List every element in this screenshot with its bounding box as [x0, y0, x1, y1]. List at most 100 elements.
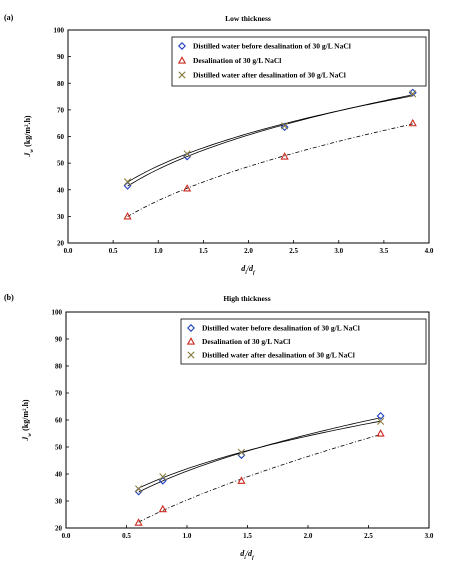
panel-a-series-0-fit-line [127, 94, 413, 187]
panel-a-series-2-marker-2 [281, 122, 289, 130]
panel-b-x-label-sub-i: i [244, 555, 246, 561]
panel-a-y-tick-label-2: 40 [57, 186, 65, 194]
panel-a-y-ticks: 20 30 40 50 60 70 80 90 100 [54, 27, 71, 248]
panel-a-y-tick-label-6: 80 [57, 80, 65, 88]
panel-b-series-1-marker-2 [237, 476, 246, 484]
panel-a-y-label-units: (kg/m².h) [23, 115, 32, 149]
panel-a-series-1-marker-1 [182, 184, 192, 192]
panel-a-x-tick-label-0: 0.0 [64, 247, 73, 255]
panel-a-y-label-j: J [23, 152, 32, 158]
panel-b-y-tick-label-4: 60 [55, 417, 63, 425]
panel-b-x-tick-label-5: 2.5 [364, 532, 373, 540]
panel-b-title: High thickness [223, 294, 270, 303]
panel-b-series-2-marker-3 [377, 417, 385, 425]
panel-b-legend-1-marker-0 [186, 337, 196, 345]
panel-a-y-tick-label-0: 20 [57, 240, 65, 248]
panel-a-legend-2-marker-0 [178, 71, 186, 79]
panel-b-y-axis-label: Jw (kg/m².h) [21, 399, 33, 442]
panel-b-y-label-sub-w: w [27, 433, 33, 437]
panel-b-legend-label-0: Distilled water before desalination of 3… [202, 324, 360, 333]
panel-b-x-tick-label-4: 2.0 [304, 532, 313, 540]
panel-a-series-0-marker-2 [280, 123, 289, 132]
panel-a-legend: Distilled water before desalination of 3… [171, 36, 427, 87]
panel-a: (a) Low thickness 0.0 0.5 1.0 1.5 2.0 2.5 3.0 3… [4, 13, 434, 276]
panel-b-x-tick-label-2: 1.0 [183, 532, 192, 540]
panel-a-legend-1-marker-0 [177, 56, 187, 64]
panel-a-y-tick-label-5: 70 [57, 106, 65, 114]
panel-b-series-1-marker-0 [134, 518, 143, 526]
panel-b-x-label-di: d [240, 549, 245, 558]
panel-b-y-tick-label-0: 20 [55, 525, 63, 533]
panel-b-series-1-marker-3 [376, 429, 385, 437]
panel-b-series-0-marker-3 [376, 411, 385, 420]
panel-a-y-axis-label: Jw (kg/m².h) [23, 115, 35, 158]
panel-b-series-0-fit-line [138, 417, 381, 493]
panel-b-label: (b) [4, 293, 14, 302]
panel-a-series-1-marker-2 [280, 152, 289, 160]
panel-a-series-2-marker-3 [409, 90, 417, 98]
panel-b-legend-2-marker-0 [187, 351, 195, 359]
panel-b-y-label-units: (kg/m².h) [21, 399, 30, 433]
panel-b-series-2-marker-2 [237, 448, 246, 456]
panel-b-x-axis-label: di/df [240, 549, 255, 561]
panel-b-y-tick-label-6: 80 [55, 363, 63, 371]
panel-a-x-tick-label-1: 0.5 [109, 247, 118, 255]
panel-a-markers [123, 88, 417, 220]
panel-a-series-1-marker-3 [408, 118, 417, 127]
panel-b-markers [134, 411, 385, 526]
panel-b-y-tick-label-8: 100 [52, 309, 63, 317]
panel-a-x-tick-label-4: 2.0 [244, 247, 253, 255]
panel-a-x-axis-label: di/df [241, 264, 256, 276]
panel-b-x-tick-label-0: 0.0 [62, 532, 71, 540]
panel-a-series-1-fit-line [127, 123, 413, 217]
panel-b-y-label-j: J [21, 436, 30, 442]
panel-a-series-0-marker-3 [408, 88, 417, 97]
panel-a-x-label-sub-f: f [253, 270, 256, 276]
panel-b-legend-label-2: Distilled water after desalination of 30… [202, 351, 355, 360]
panel-a-legend-label-1: Desalination of 30 g/L NaCl [193, 56, 281, 65]
panel-a-series-2-marker-0 [123, 178, 132, 186]
panel-b-y-ticks: 20 30 40 50 60 70 80 90 100 [52, 309, 69, 533]
panel-b-x-label-slash: /d [245, 549, 253, 558]
panel-a-x-ticks: 0.0 0.5 1.0 1.5 2.0 2.5 3.0 3.5 4.0 [64, 240, 434, 255]
panel-b-legend-box [180, 318, 427, 365]
panel-b-series-2-fit-line [138, 420, 381, 489]
panel-b-fit-curves [138, 417, 381, 523]
panel-a-legend-0-marker-0 [178, 42, 186, 50]
panel-b-y-tick-label-7: 90 [55, 336, 63, 344]
panel-b-x-ticks: 0.0 0.5 1.0 1.5 2.0 2.5 3.0 [62, 525, 434, 540]
panel-a-x-label-sub-i: i [245, 270, 247, 276]
panel-a-label: (a) [4, 13, 14, 22]
panel-a-x-label-di: d [241, 264, 246, 273]
panel-b-series-1-marker-1 [158, 504, 167, 513]
panel-a-x-tick-label-2: 1.0 [154, 247, 163, 255]
panel-b-x-tick-label-3: 1.5 [243, 532, 252, 540]
panel-a-series-1-marker-0 [123, 212, 132, 220]
panel-a-x-tick-label-7: 3.5 [380, 247, 389, 255]
panel-a-legend-label-2: Distilled water after desalination of 30… [193, 71, 346, 80]
panel-a-series-2-fit-line [127, 95, 413, 183]
panel-a-y-tick-label-7: 90 [57, 53, 65, 61]
panel-a-y-tick-label-4: 60 [57, 133, 65, 141]
panel-a-fit-curves [127, 94, 413, 217]
panel-a-x-tick-label-6: 3.0 [334, 247, 343, 255]
panel-a-x-tick-label-3: 1.5 [199, 247, 208, 255]
panel-a-y-tick-label-8: 100 [54, 27, 65, 35]
panel-b-legend-label-1: Desalination of 30 g/L NaCl [202, 337, 290, 346]
panel-a-y-tick-label-1: 30 [57, 213, 65, 221]
panel-a-legend-box [171, 36, 427, 87]
panel-b-x-tick-label-6: 3.0 [425, 532, 434, 540]
panel-a-y-tick-label-3: 50 [57, 160, 65, 168]
panel-b-legend-0-marker-0 [187, 324, 195, 332]
panel-b-x-tick-label-1: 0.5 [122, 532, 131, 540]
panel-b-y-tick-label-1: 30 [55, 498, 63, 506]
panel-a-title: Low thickness [225, 14, 271, 23]
panel-a-series-2-marker-1 [183, 150, 191, 158]
panel-a-x-label-slash: /d [246, 264, 254, 273]
panel-b-series-2-marker-1 [159, 473, 167, 481]
panel-b-legend: Distilled water before desalination of 3… [180, 318, 427, 365]
panel-b-y-tick-label-5: 70 [55, 390, 63, 398]
panel-b: (b) High thickness 0.0 0.5 1.0 1.5 2.0 2.5 3.0… [4, 293, 434, 561]
panel-a-x-tick-label-8: 4.0 [425, 247, 434, 255]
